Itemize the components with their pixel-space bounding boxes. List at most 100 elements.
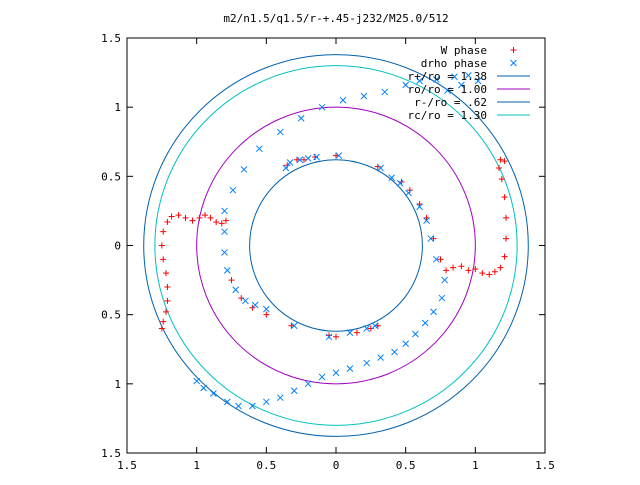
data-point bbox=[491, 268, 498, 275]
x-tick-label: 0.5 bbox=[396, 459, 416, 472]
data-point bbox=[474, 77, 482, 85]
data-point bbox=[262, 305, 270, 313]
data-point bbox=[276, 128, 284, 136]
data-point bbox=[218, 220, 225, 227]
y-tick-label: 0.5 bbox=[101, 309, 121, 322]
data-point bbox=[333, 333, 339, 340]
data-point bbox=[501, 253, 508, 260]
y-tick-label: 0.5 bbox=[101, 170, 121, 183]
data-point bbox=[222, 217, 229, 224]
x-tick-label: 1.5 bbox=[535, 459, 555, 472]
data-point bbox=[223, 398, 231, 406]
data-point bbox=[381, 88, 389, 96]
data-point bbox=[221, 207, 228, 215]
data-point bbox=[193, 377, 201, 385]
data-point bbox=[497, 156, 504, 163]
data-point bbox=[160, 256, 167, 263]
data-point bbox=[200, 384, 207, 392]
data-point bbox=[164, 218, 171, 225]
data-point bbox=[223, 267, 231, 274]
data-point bbox=[207, 214, 214, 221]
data-point bbox=[163, 270, 170, 277]
data-point bbox=[458, 81, 465, 89]
data-point bbox=[242, 297, 249, 305]
data-point bbox=[391, 348, 398, 356]
y-tick-label: 0 bbox=[114, 240, 121, 253]
data-point bbox=[416, 77, 423, 85]
data-point bbox=[256, 145, 263, 153]
data-point bbox=[423, 217, 430, 224]
data-point bbox=[396, 179, 404, 187]
data-point bbox=[405, 189, 412, 197]
data-point bbox=[229, 186, 237, 194]
data-point bbox=[412, 330, 419, 338]
data-point bbox=[402, 81, 410, 89]
data-point bbox=[371, 322, 379, 330]
data-point bbox=[416, 201, 423, 207]
data-point bbox=[479, 270, 486, 277]
reference-circle-2 bbox=[196, 106, 476, 385]
data-point bbox=[363, 325, 371, 332]
data-point bbox=[228, 277, 235, 284]
data-point bbox=[221, 249, 228, 256]
data-point bbox=[286, 159, 294, 166]
y-tick-label: 1.5 bbox=[101, 32, 121, 45]
x-tick-label: 0 bbox=[333, 459, 340, 472]
legend-entry: W phase bbox=[441, 44, 517, 57]
data-point bbox=[363, 359, 371, 367]
data-point bbox=[164, 284, 171, 290]
data-point bbox=[377, 354, 384, 361]
data-point bbox=[297, 114, 305, 122]
data-point bbox=[502, 214, 509, 221]
legend-entry: rc/ro = 1.30 bbox=[408, 109, 530, 122]
data-point bbox=[416, 203, 423, 211]
data-point bbox=[496, 165, 503, 172]
data-point bbox=[432, 255, 440, 263]
series-drho-phase bbox=[193, 71, 482, 410]
data-point bbox=[175, 212, 182, 219]
data-point bbox=[293, 156, 300, 163]
legend-entry: r-/ro = .62 bbox=[414, 96, 530, 109]
data-point bbox=[438, 294, 446, 302]
data-point bbox=[232, 286, 240, 294]
data-point bbox=[276, 394, 284, 402]
legend-entry: ro/ro = 1.00 bbox=[408, 83, 530, 96]
data-point bbox=[240, 166, 248, 173]
data-point bbox=[251, 301, 259, 309]
data-point bbox=[288, 322, 295, 329]
data-point bbox=[196, 214, 203, 221]
data-point bbox=[160, 228, 167, 235]
data-point bbox=[325, 333, 333, 341]
chart-title: m2/n1.5/q1.5/r-+.45-j232/M25.0/512 bbox=[223, 12, 448, 25]
data-point bbox=[189, 217, 196, 224]
y-tick-label: 1 bbox=[114, 101, 121, 114]
reference-circle-3 bbox=[249, 159, 423, 332]
data-point bbox=[296, 156, 304, 164]
data-point bbox=[202, 212, 209, 219]
data-point bbox=[313, 153, 320, 161]
x-tick-label: 1.5 bbox=[117, 459, 137, 472]
data-point bbox=[472, 266, 479, 273]
data-point bbox=[164, 297, 171, 304]
data-point bbox=[498, 176, 505, 183]
legend-label: W phase bbox=[441, 44, 487, 57]
data-point bbox=[182, 214, 189, 221]
legend-label: r-/ro = .62 bbox=[414, 96, 487, 109]
data-point bbox=[423, 214, 430, 221]
legend-label: r+/ro = 1.38 bbox=[408, 70, 487, 83]
data-point bbox=[300, 156, 307, 163]
data-point bbox=[501, 194, 508, 201]
data-point bbox=[282, 164, 290, 172]
legend-label: rc/ro = 1.30 bbox=[408, 109, 487, 122]
ticks-layer: 1.5 1 0.5 0 0.5 1 1.51.510.500.511.5 bbox=[101, 32, 555, 472]
data-point bbox=[304, 154, 312, 162]
x-tick-label: 0.5 bbox=[256, 459, 276, 472]
data-point bbox=[451, 73, 458, 81]
data-point bbox=[388, 174, 396, 182]
data-point bbox=[160, 318, 167, 325]
y-tick-label: 1.5 bbox=[101, 447, 121, 460]
data-point bbox=[339, 96, 347, 104]
